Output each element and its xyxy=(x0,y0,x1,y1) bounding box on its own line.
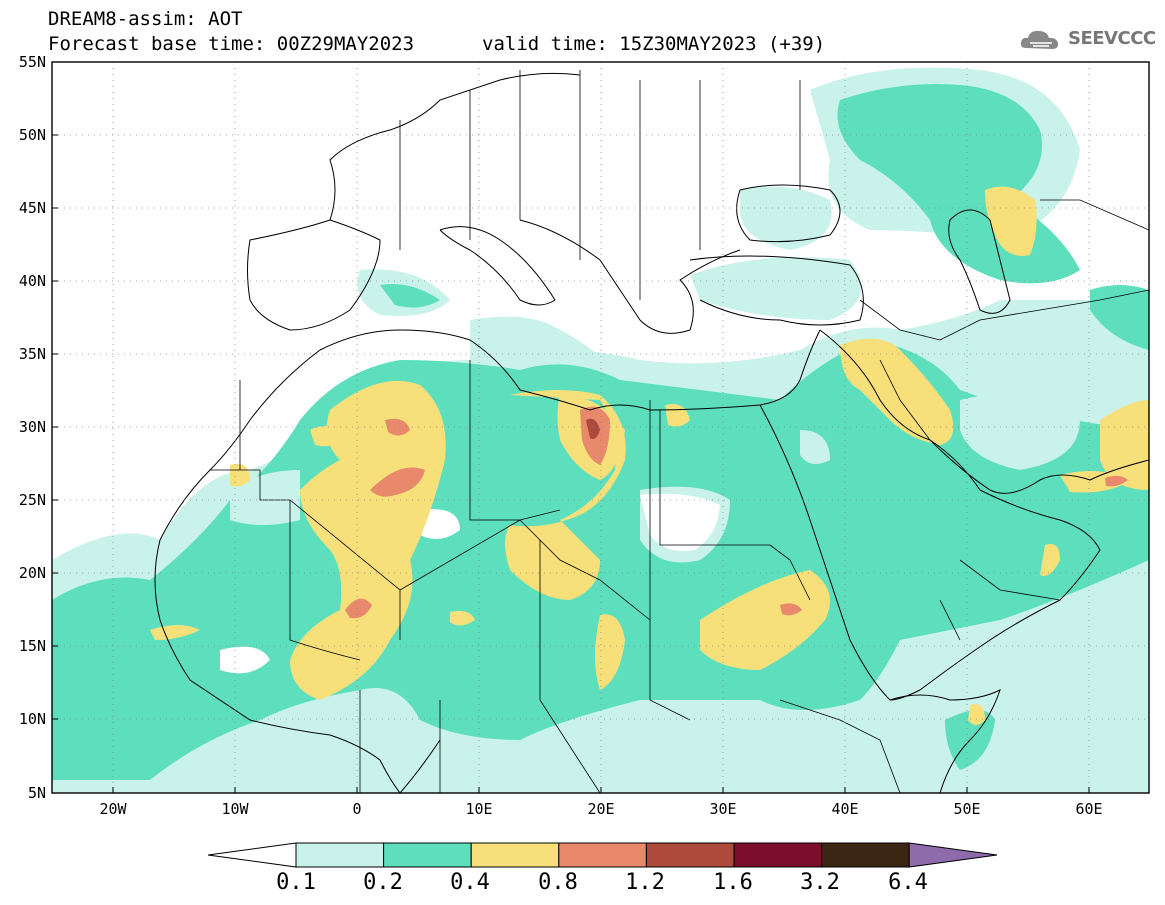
colorbar-label: 1.6 xyxy=(713,870,753,895)
colorbar-box xyxy=(383,842,472,868)
lat-label: 40N xyxy=(18,272,46,290)
colorbar-box xyxy=(558,842,647,868)
lon-label: 40E xyxy=(831,800,859,818)
colorbar-label: 1.2 xyxy=(625,870,665,895)
lat-label: 15N xyxy=(18,637,46,655)
lat-label: 35N xyxy=(18,345,46,363)
tick-marks xyxy=(52,61,1090,793)
lon-label: 60E xyxy=(1075,800,1103,818)
aot-band-0.4 xyxy=(150,186,1149,725)
lat-label: 10N xyxy=(18,710,46,728)
colorbar-arrow-low xyxy=(207,842,297,868)
lon-label: 0 xyxy=(352,800,362,818)
lat-label: 5N xyxy=(27,784,46,802)
lon-label: 10E xyxy=(465,800,493,818)
lon-label: 50E xyxy=(953,800,981,818)
coastlines xyxy=(154,72,1149,793)
cloud-icon xyxy=(1020,30,1059,49)
lat-label: 20N xyxy=(18,564,46,582)
lon-label: 20E xyxy=(587,800,615,818)
colorbar-box xyxy=(470,842,560,868)
colorbar-label: 6.4 xyxy=(888,870,928,895)
valid-time: valid time: 15Z30MAY2023 (+39) xyxy=(482,33,826,55)
colorbar-label: 0.1 xyxy=(276,870,316,895)
product-title: DREAM8-assim: AOT xyxy=(48,8,243,30)
country-borders xyxy=(210,70,1149,793)
lon-label: 10W xyxy=(221,800,249,818)
colorbar-box xyxy=(733,842,823,868)
lon-label: 30E xyxy=(709,800,737,818)
aot-contours xyxy=(52,62,1149,793)
lat-label: 25N xyxy=(18,491,46,509)
forecast-base-time: Forecast base time: 00Z29MAY2023 xyxy=(48,33,415,55)
logo-text: SEEVCCC xyxy=(1068,28,1156,49)
colorbar-box xyxy=(821,842,910,868)
lon-label: 20W xyxy=(99,800,127,818)
colorbar-label: 0.2 xyxy=(363,870,403,895)
lat-label: 45N xyxy=(18,199,46,217)
colorbar-box xyxy=(645,842,735,868)
colorbar-label: 0.8 xyxy=(538,870,578,895)
colorbar-box xyxy=(295,842,385,868)
lat-label: 30N xyxy=(18,418,46,436)
lat-label: 55N xyxy=(18,53,46,71)
colorbar-label: 3.2 xyxy=(800,870,840,895)
aot-band-1.2 xyxy=(586,418,600,439)
colorbar-arrow-high xyxy=(908,842,998,868)
lat-label: 50N xyxy=(18,126,46,144)
colorbar-label: 0.4 xyxy=(450,870,490,895)
